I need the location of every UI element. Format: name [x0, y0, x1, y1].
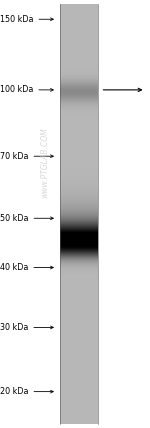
Text: 150 kDa: 150 kDa	[0, 15, 53, 24]
Text: 70 kDa: 70 kDa	[0, 152, 53, 161]
Text: 40 kDa: 40 kDa	[0, 263, 53, 272]
Text: 100 kDa: 100 kDa	[0, 85, 53, 95]
Text: www.PTGLAB.COM: www.PTGLAB.COM	[40, 127, 50, 198]
Text: 50 kDa: 50 kDa	[0, 214, 53, 223]
Text: 30 kDa: 30 kDa	[0, 323, 53, 332]
Text: 20 kDa: 20 kDa	[0, 387, 53, 396]
